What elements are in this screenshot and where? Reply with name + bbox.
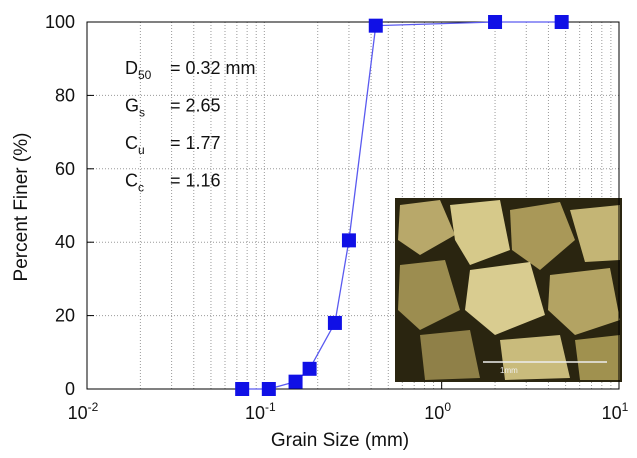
x-tick-base: 10: [424, 403, 444, 423]
y-tick-label: 60: [55, 159, 75, 179]
data-point: [342, 233, 356, 247]
annotation-subscript: 50: [138, 68, 152, 82]
chart: Grain Size (mm) Percent Finer (%) 1mm 10…: [0, 0, 637, 458]
x-tick-base: 10: [245, 403, 265, 423]
x-tick-base: 10: [602, 403, 622, 423]
annotation-letter: C: [125, 171, 138, 191]
x-tick-base: 10: [68, 403, 88, 423]
page: Grain Size (mm) Percent Finer (%) 1mm 10…: [0, 0, 637, 458]
y-axis-label: Percent Finer (%): [11, 133, 32, 282]
data-point: [235, 382, 249, 396]
x-tick-exponent: 0: [444, 400, 451, 414]
annotation-symbol: Cc: [125, 171, 144, 195]
x-axis-label: Grain Size (mm): [271, 430, 409, 451]
inset-photo: 1mm: [395, 198, 622, 382]
annotation-subscript: c: [138, 181, 144, 195]
annotation-symbol: Cu: [125, 133, 145, 157]
x-tick-label: 10-2: [68, 400, 99, 423]
x-tick-exponent: 1: [622, 400, 629, 414]
inset-scale-label: 1mm: [500, 366, 518, 375]
y-tick-label: 40: [55, 232, 75, 252]
data-point: [555, 15, 569, 29]
data-point: [262, 382, 276, 396]
x-tick-label: 100: [424, 400, 451, 423]
data-point: [289, 375, 303, 389]
data-point: [303, 362, 317, 376]
annotation-text: = 1.77: [170, 133, 221, 153]
annotation-subscript: s: [139, 106, 145, 120]
y-tick-label: 100: [45, 12, 75, 32]
y-tick-label: 20: [55, 306, 75, 326]
annotation-symbol: Gs: [125, 96, 145, 120]
annotation-letter: C: [125, 133, 138, 153]
y-tick-label: 0: [65, 379, 75, 399]
annotation-text: = 0.32 mm: [170, 58, 256, 78]
x-tick-exponent: -2: [88, 400, 99, 414]
annotation-symbol: D50: [125, 58, 152, 82]
data-point: [488, 15, 502, 29]
data-point: [369, 19, 383, 33]
annotation-text: = 1.16: [170, 171, 221, 191]
x-tick-exponent: -1: [265, 400, 276, 414]
annotation-text: = 2.65: [170, 96, 221, 116]
annotation-letter: G: [125, 96, 139, 116]
annotation-subscript: u: [138, 143, 145, 157]
data-point: [328, 316, 342, 330]
annotation-letter: D: [125, 58, 138, 78]
x-tick-label: 10-1: [245, 400, 276, 423]
x-tick-label: 101: [602, 400, 629, 423]
y-tick-label: 80: [55, 85, 75, 105]
